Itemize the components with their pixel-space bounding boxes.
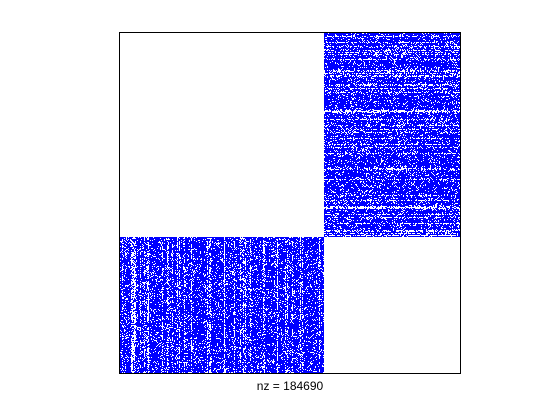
sparsity-gaps [119,237,324,373]
plot-area [119,32,461,374]
matrix-blocks [119,32,460,373]
sparsity-gaps [324,32,460,237]
axes-frame [119,32,461,374]
block-bottom-left [119,237,324,373]
block-top-right [324,32,460,237]
x-axis-label: nz = 184690 [257,379,324,393]
